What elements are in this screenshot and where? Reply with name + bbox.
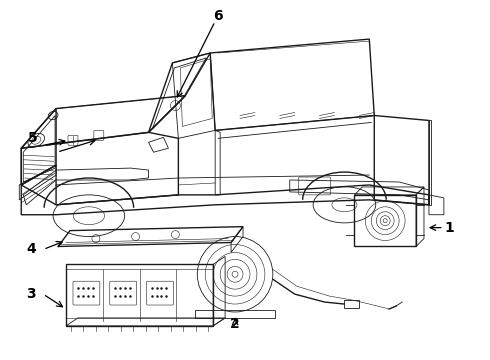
Text: 3: 3 xyxy=(26,287,36,301)
Text: 5: 5 xyxy=(28,131,38,145)
Text: 4: 4 xyxy=(26,242,36,256)
Text: 6: 6 xyxy=(213,9,223,23)
Text: 2: 2 xyxy=(230,317,240,331)
Text: 1: 1 xyxy=(444,221,454,235)
